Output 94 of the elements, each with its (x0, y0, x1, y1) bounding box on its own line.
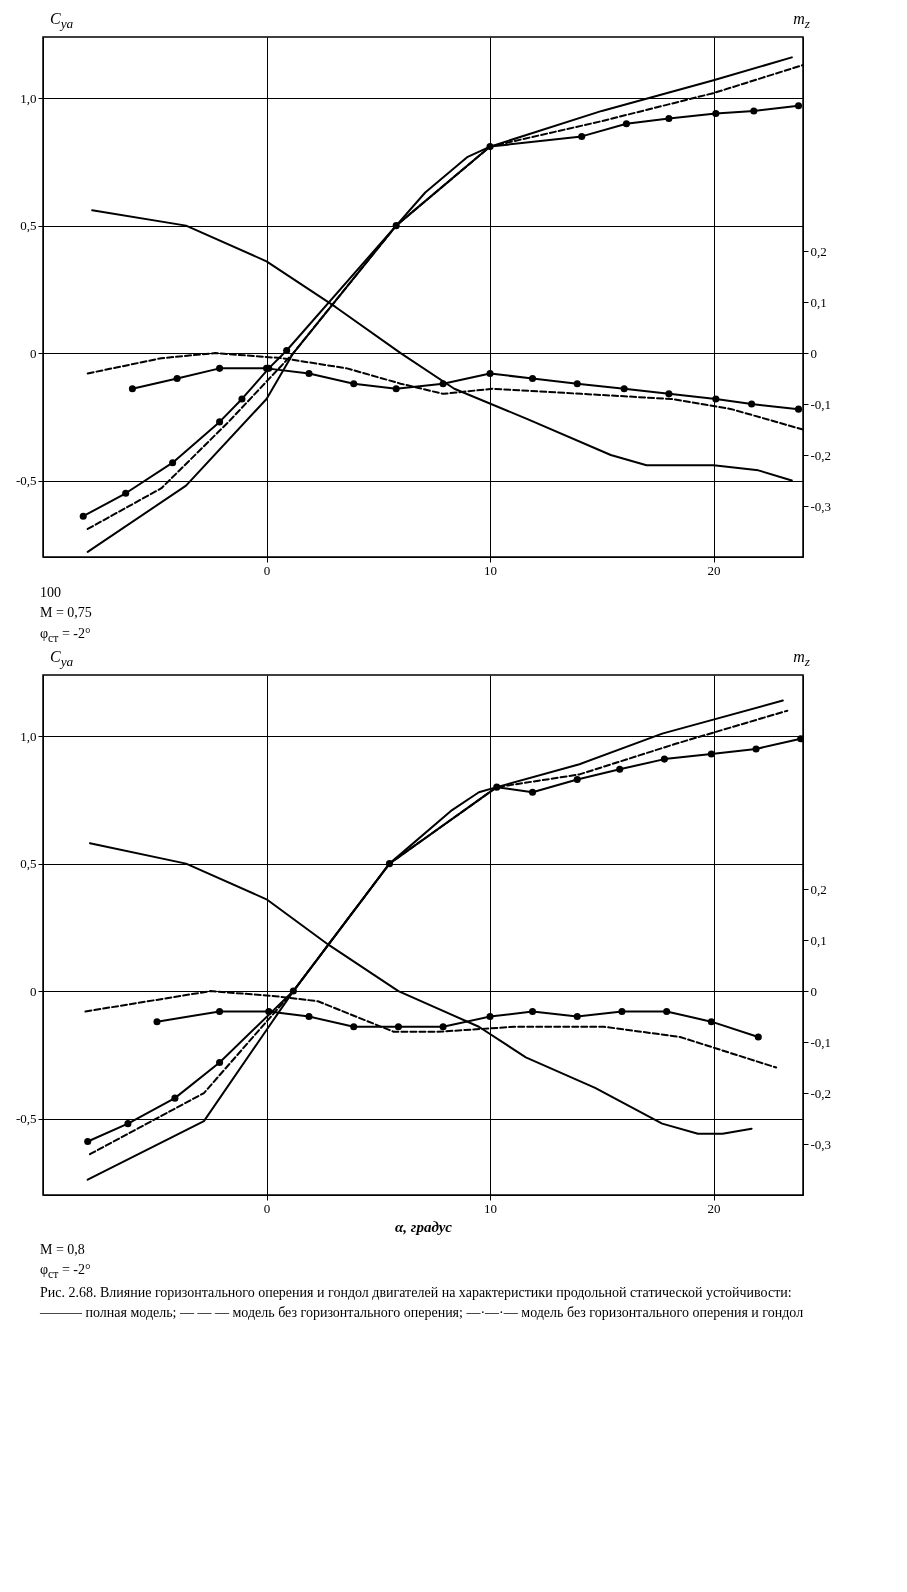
point (750, 107, 758, 115)
y2-tick-label: 0,1 (810, 932, 827, 948)
point (712, 395, 720, 403)
x-tick-label: 20 (707, 562, 721, 578)
y2-tick-label: -0,2 (810, 1085, 832, 1101)
text: 100 (40, 584, 62, 603)
point (385, 859, 394, 867)
point (794, 405, 803, 413)
point (216, 1007, 224, 1015)
point (305, 370, 313, 378)
point (439, 380, 447, 388)
point (797, 734, 803, 742)
point (665, 390, 673, 398)
y2-axis-title: m$_{z}$ (793, 647, 810, 670)
point (84, 1137, 92, 1145)
point (394, 1022, 402, 1031)
point (439, 1022, 447, 1031)
text: φ$_{ст}$ = -2° (40, 1260, 92, 1282)
y2-tick-label: -0,3 (810, 498, 832, 514)
point (350, 380, 358, 388)
text: Рис. 2.68. Влияние горизонтального оперения и гондол двигателей на характеристики продольной статической устойчивости: (40, 1283, 793, 1302)
point (238, 395, 246, 403)
y-tick-label: 1,0 (20, 90, 37, 106)
y2-tick-label: -0,2 (810, 447, 832, 463)
point (216, 418, 224, 426)
x-tick-label: 10 (484, 562, 498, 578)
point (289, 987, 297, 995)
y2-tick-label: 0,2 (810, 243, 827, 259)
point (216, 365, 224, 373)
point (707, 1017, 715, 1025)
point (350, 1022, 358, 1031)
point (794, 102, 803, 110)
y-tick-label: 0 (30, 983, 37, 999)
point (618, 1007, 626, 1015)
point (712, 110, 720, 118)
point (754, 1033, 762, 1041)
point (528, 375, 537, 383)
point (622, 120, 630, 128)
point (124, 1119, 132, 1127)
point (216, 1058, 224, 1066)
point (660, 755, 668, 763)
y2-tick-label: 0 (810, 983, 817, 999)
point (616, 765, 624, 773)
point (171, 1094, 179, 1102)
point (153, 1017, 161, 1025)
point (620, 385, 628, 393)
point (265, 1007, 273, 1015)
point (169, 459, 177, 467)
point (665, 115, 673, 123)
y2-tick-label: 0 (810, 345, 817, 361)
point (573, 380, 581, 388)
point (392, 222, 400, 230)
point (173, 375, 181, 383)
point (528, 788, 537, 796)
point (573, 775, 581, 783)
x-axis-title: α, градус (395, 1218, 453, 1235)
text: M = 0,75 (40, 604, 93, 623)
point (305, 1012, 313, 1020)
point (707, 750, 715, 758)
y2-tick-label: 0,2 (810, 881, 827, 897)
point (128, 385, 136, 393)
y-axis-title: C$_{ya}$ (50, 647, 74, 670)
point (752, 745, 760, 753)
y-tick-label: 0,5 (20, 218, 37, 234)
text: M = 0,8 (40, 1240, 86, 1259)
y-tick-label: -0,5 (15, 1110, 37, 1126)
point (573, 1012, 581, 1020)
y-tick-label: 1,0 (20, 728, 37, 744)
point (493, 783, 501, 791)
y2-tick-label: -0,1 (810, 1034, 832, 1050)
point (486, 143, 494, 151)
point (79, 512, 87, 520)
x-tick-label: 0 (263, 1200, 271, 1216)
point (486, 370, 494, 378)
x-tick-label: 20 (707, 1200, 721, 1216)
point (486, 1012, 494, 1020)
point (578, 133, 586, 141)
y2-tick-label: 0,1 (810, 294, 827, 310)
y-tick-label: 0 (30, 345, 37, 361)
text: φ$_{ст}$ = -2° (40, 624, 92, 646)
y-axis-title: C$_{ya}$ (50, 10, 74, 33)
x-tick-label: 10 (484, 1200, 498, 1216)
x-tick-label: 0 (263, 562, 271, 578)
point (122, 489, 130, 497)
y-tick-label: -0,5 (15, 473, 37, 489)
y2-axis-title: m$_{z}$ (793, 10, 810, 33)
point (663, 1007, 671, 1015)
point (528, 1007, 537, 1015)
y2-tick-label: -0,1 (810, 396, 832, 412)
point (748, 400, 756, 408)
text: ——— полная модель; — — — модель без горизонтального оперения; —·—·— модель без горизонтального оперения и гондол (40, 1304, 805, 1323)
y2-tick-label: -0,3 (810, 1136, 832, 1152)
y-tick-label: 0,5 (20, 855, 37, 871)
point (392, 385, 400, 393)
